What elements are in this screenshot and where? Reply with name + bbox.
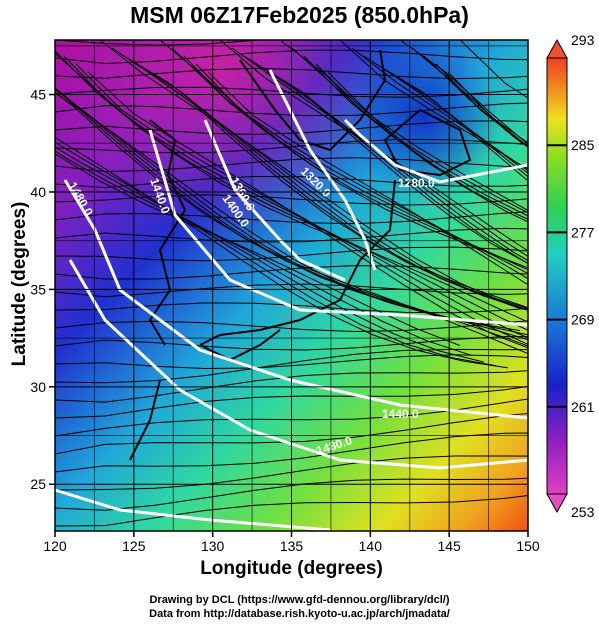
colorbar-tick-label: 293 bbox=[571, 32, 595, 48]
streamline bbox=[171, 47, 528, 271]
coastlines bbox=[129, 49, 472, 461]
credit-data: Data from http://database.rish.kyoto-u.a… bbox=[149, 608, 450, 620]
y-tick-label: 45 bbox=[30, 87, 46, 103]
streamline bbox=[55, 67, 528, 80]
streamline bbox=[435, 63, 528, 148]
streamline bbox=[87, 71, 528, 349]
contour-label: 1280.0 bbox=[398, 176, 435, 190]
colorbar-tick-label: 253 bbox=[571, 504, 595, 520]
streamline bbox=[55, 320, 528, 333]
streamline bbox=[135, 63, 528, 309]
streamline bbox=[399, 40, 528, 146]
streamline bbox=[55, 49, 528, 65]
streamline bbox=[231, 47, 528, 257]
streamline bbox=[55, 175, 528, 189]
streamline bbox=[55, 120, 528, 135]
streamline bbox=[55, 91, 528, 355]
streamline bbox=[55, 227, 528, 243]
height-contours bbox=[55, 69, 528, 531]
x-tick-label: 145 bbox=[437, 538, 461, 554]
streamline bbox=[55, 385, 528, 419]
colorbar-min-arrow bbox=[546, 493, 568, 514]
contour-label: 1440.0 bbox=[382, 407, 419, 421]
colorbar-tick-label: 269 bbox=[571, 312, 595, 328]
streamline bbox=[55, 283, 528, 298]
streamline bbox=[423, 55, 528, 148]
colorbar: 293 285 277 269 261 253 bbox=[546, 32, 595, 520]
x-tick-label: 130 bbox=[201, 538, 225, 554]
colorbar-max-arrow bbox=[546, 38, 568, 59]
streamline bbox=[327, 71, 528, 212]
colorbar-tick-label: 277 bbox=[571, 224, 595, 240]
streamline bbox=[55, 370, 528, 403]
streamline bbox=[55, 194, 528, 206]
streamline bbox=[55, 354, 528, 370]
streamline bbox=[303, 55, 528, 217]
temperature-field: 1280.0 1320.0 1360.0 1400.0 1440.0 1480.… bbox=[55, 40, 528, 531]
streamline bbox=[55, 157, 528, 173]
streamline bbox=[219, 40, 528, 252]
lat-lon-grid bbox=[55, 40, 528, 531]
streamline bbox=[55, 146, 485, 363]
x-tick-label: 140 bbox=[359, 538, 383, 554]
colorbar-tick-label: 285 bbox=[571, 137, 595, 153]
x-tick-label: 125 bbox=[122, 538, 146, 554]
page-title: MSM 06Z17Feb2025 (850.0hPa) bbox=[130, 2, 469, 28]
streamline bbox=[55, 138, 528, 154]
streamline bbox=[351, 47, 528, 172]
streamline bbox=[55, 455, 528, 491]
streamline bbox=[387, 71, 528, 182]
streamline bbox=[55, 398, 528, 437]
streamline bbox=[63, 55, 528, 339]
streamline bbox=[55, 265, 528, 280]
streamline bbox=[55, 348, 528, 384]
y-tick-label: 40 bbox=[30, 184, 46, 200]
streamline bbox=[55, 246, 528, 262]
streamline bbox=[159, 40, 528, 269]
x-tick-label: 120 bbox=[43, 538, 67, 554]
credit-drawing: Drawing by DCL (https://www.gfd-dennou.o… bbox=[149, 594, 450, 606]
streamline bbox=[315, 63, 528, 214]
x-tick-label: 150 bbox=[516, 538, 540, 554]
streamline bbox=[55, 102, 528, 117]
y-tick-label: 25 bbox=[30, 476, 46, 492]
streamline bbox=[55, 86, 528, 98]
x-tick-label: 135 bbox=[280, 538, 304, 554]
y-tick-label: 35 bbox=[30, 281, 46, 297]
streamline bbox=[411, 47, 528, 148]
streamline bbox=[75, 63, 528, 345]
colorbar-tick-label: 261 bbox=[571, 399, 595, 415]
y-axis-ticks: 25 30 35 40 45 bbox=[30, 87, 55, 492]
streamline bbox=[55, 495, 528, 527]
streamline bbox=[207, 71, 528, 286]
streamline bbox=[55, 302, 528, 314]
streamline bbox=[55, 211, 528, 225]
streamline bbox=[375, 63, 528, 178]
y-axis-label: Latitude (degrees) bbox=[9, 201, 30, 367]
x-axis-label: Longitude (degrees) bbox=[200, 558, 383, 579]
colorbar-bar bbox=[546, 57, 568, 495]
y-tick-label: 30 bbox=[30, 379, 46, 395]
streamline bbox=[123, 55, 528, 311]
streamline bbox=[55, 88, 528, 347]
x-axis-ticks: 120 125 130 135 140 145 150 bbox=[43, 531, 540, 554]
streamline bbox=[195, 63, 528, 280]
streamline bbox=[55, 40, 266, 46]
